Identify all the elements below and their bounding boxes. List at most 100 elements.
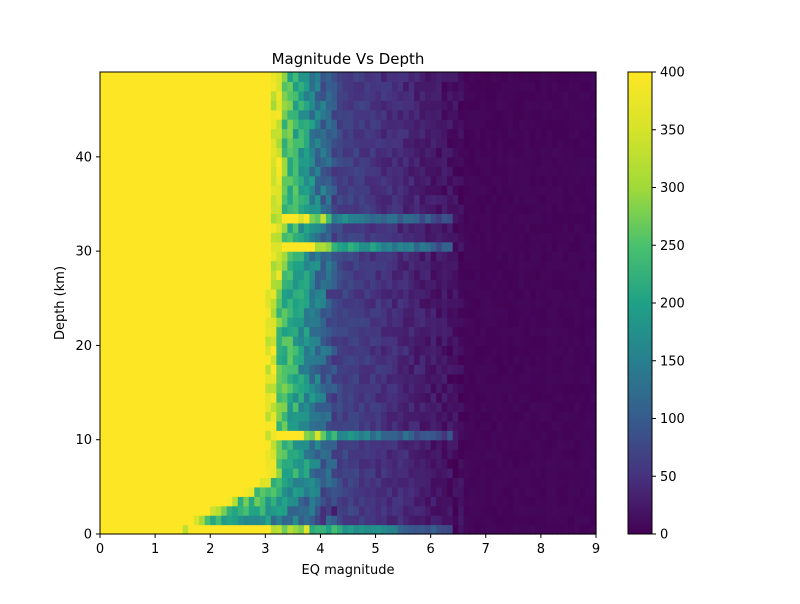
heatmap-cell xyxy=(348,270,355,281)
heatmap-cell xyxy=(419,458,426,469)
heatmap-cell xyxy=(370,72,377,83)
heatmap-cell xyxy=(414,194,421,205)
heatmap-cell xyxy=(502,307,509,318)
heatmap-cell xyxy=(221,241,228,252)
heatmap-cell xyxy=(331,392,338,403)
heatmap-cell xyxy=(496,147,503,158)
heatmap-cell xyxy=(177,486,184,497)
heatmap-cell xyxy=(325,364,333,375)
heatmap-cell xyxy=(287,100,294,111)
heatmap-cell xyxy=(166,458,173,469)
heatmap-cell xyxy=(397,279,404,290)
heatmap-cell xyxy=(270,486,277,497)
heatmap-cell xyxy=(491,298,498,309)
heatmap-cell xyxy=(584,430,592,441)
heatmap-cell xyxy=(215,138,222,149)
heatmap-cell xyxy=(562,147,570,158)
heatmap-cell xyxy=(254,260,261,271)
heatmap-cell xyxy=(226,430,233,441)
heatmap-cell xyxy=(177,307,184,318)
heatmap-cell xyxy=(491,100,498,111)
heatmap-cell xyxy=(535,402,542,413)
heatmap-cell xyxy=(248,364,255,375)
heatmap-cell xyxy=(375,232,382,243)
heatmap-cell xyxy=(155,336,162,347)
heatmap-cell xyxy=(452,147,459,158)
heatmap-cell xyxy=(381,496,388,507)
heatmap-cell xyxy=(320,449,327,460)
heatmap-cell xyxy=(359,392,366,403)
heatmap-cell xyxy=(397,524,404,535)
heatmap-cell xyxy=(540,260,547,271)
heatmap-cell xyxy=(265,449,272,460)
heatmap-cell xyxy=(259,505,266,516)
heatmap-cell xyxy=(320,477,327,488)
heatmap-cell xyxy=(502,232,509,243)
heatmap-cell xyxy=(122,156,129,167)
heatmap-cell xyxy=(171,138,178,149)
heatmap-cell xyxy=(171,128,178,139)
heatmap-cell xyxy=(518,185,525,196)
heatmap-cell xyxy=(579,439,586,450)
heatmap-cell xyxy=(149,336,156,347)
heatmap-cell xyxy=(507,307,514,318)
heatmap-cell xyxy=(474,204,481,215)
heatmap-cell xyxy=(496,119,503,130)
heatmap-cell xyxy=(392,505,399,516)
heatmap-cell xyxy=(237,515,244,526)
heatmap-cell xyxy=(331,90,338,101)
heatmap-cell xyxy=(177,326,184,337)
heatmap-cell xyxy=(281,138,288,149)
heatmap-cell xyxy=(386,336,393,347)
heatmap-cell xyxy=(447,232,454,243)
heatmap-cell xyxy=(364,411,371,422)
heatmap-cell xyxy=(386,524,393,535)
heatmap-cell xyxy=(226,354,233,365)
heatmap-cell xyxy=(562,279,570,290)
heatmap-cell xyxy=(425,336,432,347)
heatmap-cell xyxy=(331,439,338,450)
heatmap-cell xyxy=(281,317,288,328)
heatmap-cell xyxy=(469,109,476,120)
heatmap-cell xyxy=(270,279,277,290)
heatmap-cell xyxy=(557,119,564,130)
heatmap-cell xyxy=(281,72,288,83)
heatmap-cell xyxy=(177,194,184,205)
heatmap-cell xyxy=(265,260,272,271)
heatmap-cell xyxy=(133,241,140,252)
heatmap-cell xyxy=(546,204,553,215)
heatmap-cell xyxy=(425,260,432,271)
heatmap-cell xyxy=(348,298,355,309)
heatmap-cell xyxy=(480,119,487,130)
heatmap-cell xyxy=(149,260,156,271)
heatmap-cell xyxy=(469,505,476,516)
heatmap-cell xyxy=(502,458,509,469)
heatmap-cell xyxy=(540,147,547,158)
heatmap-cell xyxy=(540,288,547,299)
heatmap-cell xyxy=(507,383,514,394)
heatmap-cell xyxy=(381,420,388,431)
heatmap-cell xyxy=(447,194,454,205)
heatmap-cell xyxy=(392,336,399,347)
heatmap-cell xyxy=(336,251,344,262)
heatmap-cell xyxy=(502,72,509,83)
heatmap-cell xyxy=(540,213,547,224)
heatmap-cell xyxy=(298,109,305,120)
heatmap-cell xyxy=(458,270,465,281)
heatmap-cell xyxy=(325,156,333,167)
heatmap-cell xyxy=(287,486,294,497)
heatmap-cell xyxy=(221,477,228,488)
heatmap-cell xyxy=(529,486,536,497)
heatmap-cell xyxy=(160,515,167,526)
heatmap-cell xyxy=(232,100,239,111)
heatmap-cell xyxy=(590,166,597,177)
heatmap-cell xyxy=(480,81,487,92)
heatmap-cell xyxy=(182,345,189,356)
heatmap-cell xyxy=(138,496,145,507)
heatmap-cell xyxy=(105,392,112,403)
heatmap-cell xyxy=(204,270,211,281)
heatmap-cell xyxy=(116,147,123,158)
heatmap-cell xyxy=(314,477,322,488)
heatmap-cell xyxy=(342,260,349,271)
heatmap-cell xyxy=(502,204,509,215)
